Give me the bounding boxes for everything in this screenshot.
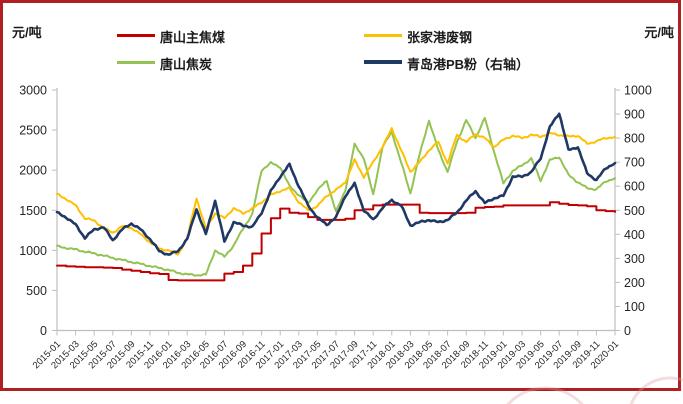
right-axis-tick-label: 100 [624, 300, 645, 314]
right-axis-tick-label: 1000 [624, 84, 652, 98]
left-axis-tick-label: 1500 [19, 204, 47, 218]
legend-label: 张家港废钢 [407, 30, 473, 45]
left-axis-tick-label: 2500 [19, 124, 47, 138]
legend-swatch-navy [364, 60, 402, 64]
left-axis-unit: 元/吨 [12, 25, 42, 40]
legend-swatch-yellow [364, 34, 402, 37]
watermark-circle [506, 386, 584, 404]
left-axis-tick-label: 2000 [19, 164, 47, 178]
right-axis-tick-label: 300 [624, 252, 645, 266]
watermark-circle [629, 376, 683, 404]
left-axis-tick-label: 1000 [19, 244, 47, 258]
right-axis-tick-label: 800 [624, 132, 645, 146]
right-axis-tick-label: 900 [624, 108, 645, 122]
right-axis-unit: 元/吨 [644, 25, 674, 40]
right-axis-tick-label: 400 [624, 228, 645, 242]
series-line-qingdao-pb-fines [55, 112, 617, 256]
legend-label: 青岛港PB粉（右轴） [407, 57, 530, 72]
left-axis-tick-label: 500 [26, 284, 47, 298]
left-axis-tick-label: 3000 [19, 84, 47, 98]
series-line-tangshan-coke [56, 117, 616, 277]
legend-swatch-red [117, 34, 155, 37]
left-axis-tick-label: 0 [40, 324, 47, 338]
right-axis-tick-label: 700 [624, 156, 645, 170]
right-axis-tick-label: 600 [624, 180, 645, 194]
legend-swatch-green [117, 61, 155, 64]
legend-label: 唐山焦炭 [160, 57, 213, 72]
legend-label: 唐山主焦煤 [160, 30, 226, 45]
right-axis-tick-label: 200 [624, 276, 645, 290]
right-axis-tick-label: 0 [624, 324, 631, 338]
series-line-zhangjiagang-scrap-steel [56, 127, 616, 256]
right-axis-tick-label: 500 [624, 204, 645, 218]
chart-frame [0, 0, 681, 391]
